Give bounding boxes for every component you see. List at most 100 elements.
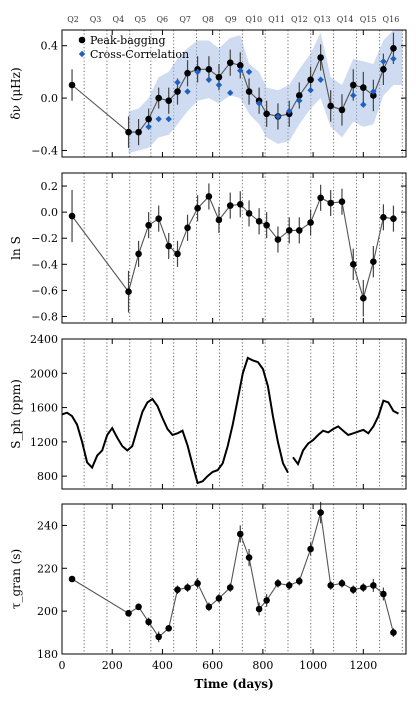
data-point [370, 582, 377, 589]
cross-correlation-point [237, 67, 244, 74]
uncertainty-band [128, 30, 403, 154]
peak-bagging-point [236, 62, 244, 69]
y-tick-label: 1200 [30, 436, 58, 449]
x-tick-label: 0 [59, 659, 66, 672]
cross-correlation-point [184, 88, 191, 95]
quarter-label-Q5: Q5 [135, 15, 147, 24]
quarter-label-Q15: Q15 [360, 15, 377, 24]
data-point [390, 215, 397, 222]
peak-bagging-point [370, 92, 377, 99]
data-point [349, 261, 357, 268]
data-point [155, 215, 162, 222]
cross-correlation-point [227, 89, 234, 97]
data-point [245, 210, 253, 217]
x-tick-label: 600 [202, 659, 223, 672]
peak-bagging-point [307, 76, 314, 84]
data-point [327, 582, 334, 589]
peak-bagging-point [295, 92, 303, 99]
y-tick-label: 0.0 [41, 92, 59, 105]
data-point [236, 530, 244, 538]
quarter-label-Q16: Q16 [383, 15, 400, 24]
y-tick-label: 1600 [30, 402, 58, 415]
series-line [71, 512, 394, 638]
quarter-label-Q3: Q3 [90, 15, 102, 24]
y-tick-label: 240 [37, 519, 58, 532]
cross-correlation-point [165, 115, 172, 123]
data-point [68, 212, 76, 220]
y-tick-label: 0.0 [41, 206, 59, 219]
data-point [135, 603, 142, 611]
data-point [236, 201, 244, 208]
panel-sph: 800 1200 1600 2000 2400 S_ph (ppm) [9, 333, 407, 490]
data-point [226, 584, 234, 591]
quarter-label-Q10: Q10 [245, 15, 262, 24]
data-point [263, 221, 270, 229]
data-point [360, 584, 367, 591]
x-tick-label: 200 [102, 659, 123, 672]
peak-bagging-point [263, 110, 270, 118]
y-axis-label: ln S [9, 236, 23, 260]
series-line [71, 48, 394, 133]
peak-bagging-point [205, 65, 213, 73]
cross-correlation-point [174, 79, 181, 86]
y-tick-label: 220 [37, 562, 58, 575]
data-point [295, 577, 303, 585]
cross-correlation-point [245, 68, 253, 76]
peak-bagging-point [245, 88, 253, 95]
peak-bagging-point [226, 59, 234, 67]
data-point [274, 579, 282, 587]
data-point [68, 575, 76, 583]
peak-bagging-point [360, 84, 367, 91]
sph-curve-segment [61, 356, 289, 485]
quarter-label-Q9: Q9 [225, 15, 237, 24]
quarter-label-Q11: Q11 [268, 15, 285, 24]
y-axis-label: δν (μHz) [9, 67, 23, 119]
data-point [307, 545, 314, 553]
cross-correlation-point [205, 76, 213, 83]
quarter-label-Q13: Q13 [314, 15, 331, 24]
panel-freq-shift: −0.4 0.0 0.4 δν (μHz) Peak-baggingCross-Corr… [9, 29, 407, 158]
data-point [215, 216, 223, 224]
quarter-label-Q14: Q14 [337, 15, 354, 24]
peak-bagging-point [215, 73, 223, 81]
data-point [263, 597, 270, 604]
data-point [226, 202, 234, 209]
peak-bagging-point [184, 69, 191, 77]
quarter-label-Q12: Q12 [291, 15, 308, 24]
cross-correlation-point [194, 68, 201, 76]
data-point [380, 590, 387, 598]
quarter-label-Q6: Q6 [156, 15, 168, 24]
x-tick-label: 800 [252, 659, 273, 672]
data-point [338, 579, 346, 587]
data-point [125, 288, 132, 295]
data-point [135, 250, 142, 258]
y-axis-label: τ_gran (s) [9, 549, 23, 609]
data-point [184, 584, 191, 591]
data-point [194, 204, 201, 212]
peak-bagging-point [380, 65, 387, 73]
series-line [71, 195, 394, 301]
x-tick-label: 1000 [299, 659, 327, 672]
data-point [317, 509, 324, 516]
data-point [349, 586, 357, 594]
legend-cross-marker [78, 50, 86, 58]
data-point [165, 624, 173, 632]
peak-bagging-point [165, 97, 173, 105]
peak-bagging-point [349, 81, 357, 89]
y-tick-label: 800 [37, 470, 58, 483]
data-point [390, 629, 397, 636]
panel-frame [61, 172, 407, 324]
cross-correlation-point [296, 97, 303, 104]
cross-correlation-point [317, 76, 324, 83]
y-tick-label: 2000 [30, 367, 58, 380]
data-point [285, 582, 293, 589]
peak-bagging-point [135, 128, 142, 136]
data-point [125, 609, 132, 617]
data-point [165, 242, 173, 250]
cross-correlation-point [215, 81, 223, 89]
data-point [245, 554, 253, 561]
quarter-label-Q2: Q2 [67, 15, 79, 24]
y-tick-label: −0.4 [31, 258, 58, 271]
data-point [205, 193, 213, 200]
